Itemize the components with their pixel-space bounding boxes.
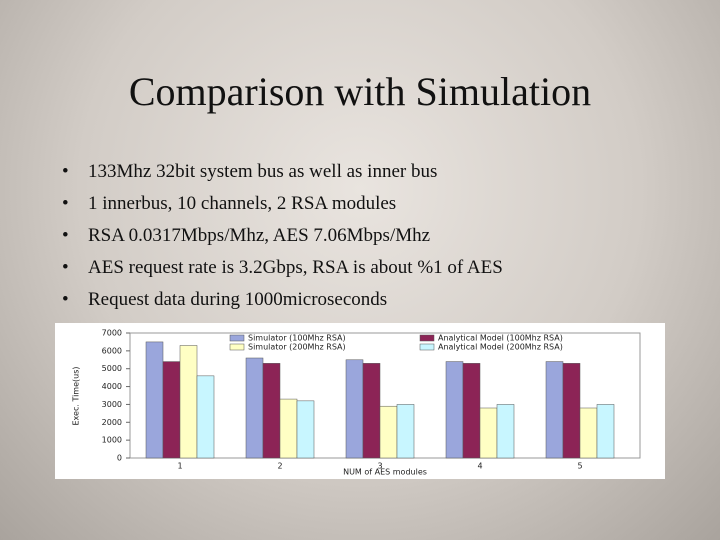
bar — [179, 345, 198, 459]
x-tick-label: 3 — [377, 462, 382, 471]
legend-label: Simulator (100Mhz RSA) — [248, 334, 346, 343]
y-tick-label: 1000 — [102, 436, 122, 445]
bar — [245, 357, 264, 459]
y-tick-label: 2000 — [102, 418, 122, 427]
bullet: RSA 0.0317Mbps/Mhz, AES 7.06Mbps/Mhz — [62, 220, 503, 252]
bar — [145, 341, 164, 459]
bar — [196, 375, 215, 459]
x-tick-label: 1 — [177, 462, 182, 471]
y-axis-label: Exec. Time(us) — [72, 366, 81, 425]
bar — [262, 363, 281, 459]
y-tick-label: 5000 — [102, 364, 122, 373]
bar — [379, 405, 398, 459]
legend-swatch — [419, 343, 435, 351]
bar — [445, 361, 464, 459]
bar — [462, 363, 481, 459]
y-tick-label: 7000 — [102, 329, 122, 338]
bar — [362, 363, 381, 459]
bullet: AES request rate is 3.2Gbps, RSA is abou… — [62, 252, 503, 284]
bar — [596, 404, 615, 459]
legend-swatch — [419, 334, 435, 342]
bullet: Request data during 1000microseconds — [62, 284, 503, 316]
bullet-list: 133Mhz 32bit system bus as well as inner… — [62, 156, 503, 316]
bullet: 1 innerbus, 10 channels, 2 RSA modules — [62, 188, 503, 220]
bar — [479, 407, 498, 459]
slide-title: Comparison with Simulation — [128, 69, 592, 114]
x-tick-label: 5 — [577, 462, 582, 471]
bar — [579, 407, 598, 459]
bar — [562, 363, 581, 459]
bar — [296, 400, 315, 459]
x-tick-label: 2 — [277, 462, 282, 471]
bullet: 133Mhz 32bit system bus as well as inner… — [62, 156, 503, 188]
bar — [496, 404, 515, 459]
bar — [345, 359, 364, 459]
y-tick-label: 6000 — [102, 346, 122, 355]
legend-label: Analytical Model (100Mhz RSA) — [438, 334, 563, 343]
legend-label: Simulator (200Mhz RSA) — [248, 343, 346, 352]
bar — [396, 404, 415, 459]
x-tick-label: 4 — [477, 462, 482, 471]
legend-swatch — [229, 343, 245, 351]
bar — [545, 361, 564, 459]
y-tick-label: 4000 — [102, 382, 122, 391]
bar — [162, 361, 181, 459]
legend-label: Analytical Model (200Mhz RSA) — [438, 343, 563, 352]
y-tick-label: 3000 — [102, 400, 122, 409]
y-tick-label: 0 — [117, 454, 122, 463]
x-axis-label: NUM of AES modules — [343, 468, 427, 477]
bar — [279, 398, 298, 459]
legend-swatch — [229, 334, 245, 342]
